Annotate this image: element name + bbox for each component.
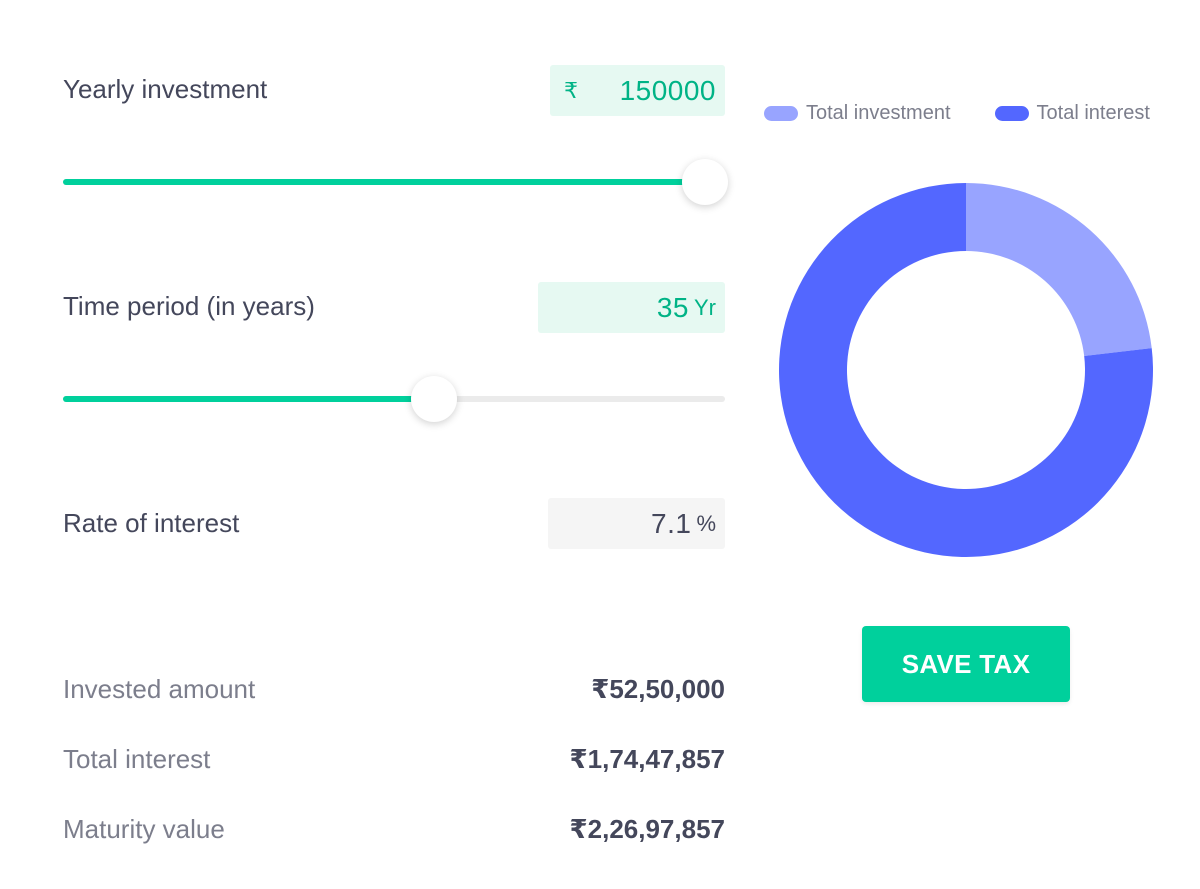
time-period-slider-thumb[interactable] (410, 376, 457, 422)
total-interest-label: Total interest (63, 744, 211, 774)
time-period-label: Time period (in years) (63, 291, 315, 321)
maturity-value-label: Maturity value (63, 814, 225, 844)
chart-legend: Total investment Total interest (764, 102, 1150, 125)
donut-slice-interest (779, 183, 1153, 557)
invested-amount-value: ₹52,50,000 (591, 674, 725, 704)
rupee-icon: ₹ (564, 78, 578, 103)
legend-label-investment: Total investment (806, 102, 951, 124)
time-period-value: 35 (656, 291, 689, 323)
legend-item-investment: Total investment (764, 102, 951, 125)
yearly-investment-slider-fill (63, 179, 706, 185)
yearly-investment-value: 150000 (619, 74, 716, 106)
save-tax-button[interactable]: SAVE TAX (862, 626, 1070, 702)
donut-slice-investment (966, 183, 1152, 357)
maturity-value-value: ₹2,26,97,857 (569, 814, 725, 844)
legend-label-interest: Total interest (1036, 102, 1150, 124)
legend-swatch-investment (764, 106, 798, 121)
rate-of-interest-unit: % (696, 510, 716, 536)
rate-of-interest-field: 7.1 % (548, 498, 725, 549)
time-period-slider-fill (63, 396, 434, 402)
time-period-unit: Yr (694, 294, 716, 320)
yearly-investment-input[interactable]: ₹ 150000 (550, 65, 725, 116)
legend-item-interest: Total interest (994, 102, 1150, 125)
yearly-investment-slider-track[interactable] (63, 159, 729, 205)
donut-chart (779, 183, 1153, 557)
rate-of-interest-value: 7.1 (651, 507, 692, 539)
yearly-investment-slider-thumb[interactable] (682, 159, 729, 205)
time-period-input[interactable]: 35 Yr (538, 282, 725, 333)
yearly-investment-label: Yearly investment (63, 74, 268, 104)
legend-swatch-interest (994, 106, 1029, 121)
invested-amount-label: Invested amount (63, 674, 256, 704)
rate-of-interest-label: Rate of interest (63, 508, 240, 538)
time-period-slider-track[interactable] (63, 376, 725, 422)
total-interest-value: ₹1,74,47,857 (569, 744, 725, 774)
